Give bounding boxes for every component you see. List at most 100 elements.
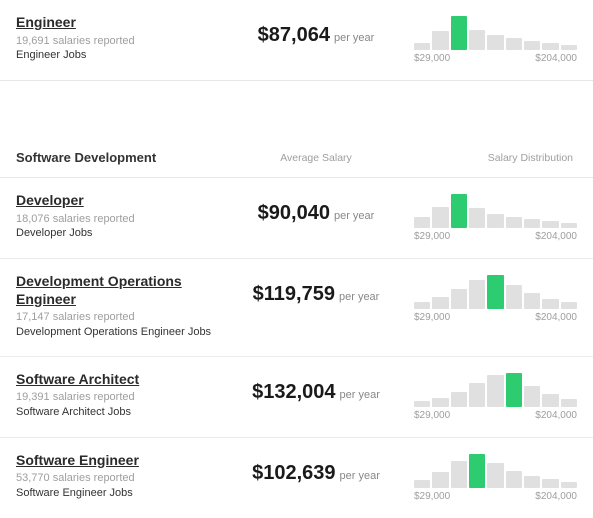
job-title-link[interactable]: Engineer [16,14,76,32]
section-header: Software Development Average Salary Sala… [0,140,593,177]
distribution-bar [506,471,522,487]
dist-max-label: $204,000 [535,53,577,64]
column-header-average: Average Salary [226,152,406,164]
distribution-bar [451,392,467,407]
distribution-bar [561,302,577,309]
section-title: Software Development [16,150,226,165]
distribution-bar [414,401,430,406]
salary-row: Software Architect 19,391 salaries repor… [0,356,593,437]
distribution-bar [487,275,503,309]
distribution-labels: $29,000 $204,000 [414,410,577,421]
salary-row: Developer 18,076 salaries reported Devel… [0,177,593,258]
job-listings-link[interactable]: Software Architect Jobs [16,405,218,420]
job-title-link[interactable]: Software Architect [16,371,139,389]
salary-column: $87,064 per year [226,14,406,47]
dist-min-label: $29,000 [414,312,450,323]
distribution-bar [542,479,558,488]
distribution-chart [414,275,577,309]
salary-column: $90,040 per year [226,192,406,225]
distribution-labels: $29,000 $204,000 [414,491,577,502]
distribution-bar [542,221,558,228]
job-column: Software Engineer 53,770 salaries report… [16,452,226,501]
distribution-bar [432,398,448,407]
salary-listing: Engineer 19,691 salaries reported Engine… [0,0,593,518]
distribution-bar [524,386,540,407]
distribution-bar [487,214,503,228]
distribution-bar [414,480,430,488]
distribution-bar [414,43,430,50]
salary-period: per year [339,291,379,303]
salary-row: Engineer 19,691 salaries reported Engine… [0,0,593,80]
distribution-bar [561,45,577,50]
salary-row: Software Engineer 53,770 salaries report… [0,437,593,518]
salary-row: Development Operations Engineer 17,147 s… [0,258,593,356]
distribution-bar [487,375,503,407]
distribution-bar [469,383,485,407]
distribution-bar [469,30,485,50]
distribution-bar [432,207,448,228]
dist-min-label: $29,000 [414,410,450,421]
salary-period: per year [340,470,380,482]
distribution-bar [432,297,448,309]
distribution-bar [524,476,540,488]
distribution-bar [524,41,540,50]
distribution-column: $29,000 $204,000 [406,371,577,421]
distribution-bar [524,293,540,309]
distribution-column: $29,000 $204,000 [406,452,577,502]
job-reported-count: 18,076 salaries reported [16,212,218,227]
job-listings-link[interactable]: Development Operations Engineer Jobs [16,325,218,340]
distribution-bar [432,31,448,50]
distribution-labels: $29,000 $204,000 [414,231,577,242]
salary-column: $102,639 per year [226,452,406,485]
salary-value: $90,040 [258,202,330,225]
distribution-bar [432,472,448,488]
distribution-bar [451,194,467,228]
distribution-bar [469,454,485,488]
job-column: Development Operations Engineer 17,147 s… [16,273,226,340]
salary-period: per year [334,210,374,222]
dist-max-label: $204,000 [535,491,577,502]
salary-column: $119,759 per year [226,273,406,306]
salary-value: $102,639 [252,462,335,485]
job-listings-link[interactable]: Engineer Jobs [16,48,218,63]
dist-min-label: $29,000 [414,53,450,64]
job-reported-count: 19,691 salaries reported [16,34,218,49]
distribution-labels: $29,000 $204,000 [414,53,577,64]
job-title-link[interactable]: Development Operations Engineer [16,273,218,308]
job-column: Engineer 19,691 salaries reported Engine… [16,14,226,63]
job-listings-link[interactable]: Software Engineer Jobs [16,486,218,501]
job-reported-count: 53,770 salaries reported [16,471,218,486]
distribution-bar [506,38,522,50]
dist-max-label: $204,000 [535,410,577,421]
distribution-bar [506,373,522,407]
distribution-chart [414,194,577,228]
distribution-bar [561,482,577,488]
salary-period: per year [334,32,374,44]
distribution-bar [506,217,522,228]
dist-min-label: $29,000 [414,491,450,502]
salary-value: $87,064 [258,24,330,47]
salary-value: $132,004 [252,381,335,404]
distribution-column: $29,000 $204,000 [406,14,577,64]
job-column: Developer 18,076 salaries reported Devel… [16,192,226,241]
distribution-labels: $29,000 $204,000 [414,312,577,323]
distribution-bar [487,463,503,487]
job-title-link[interactable]: Software Engineer [16,452,139,470]
job-column: Software Architect 19,391 salaries repor… [16,371,226,420]
distribution-bar [542,394,558,407]
distribution-bar [414,302,430,309]
job-listings-link[interactable]: Developer Jobs [16,226,218,241]
dist-min-label: $29,000 [414,231,450,242]
job-reported-count: 19,391 salaries reported [16,390,218,405]
distribution-column: $29,000 $204,000 [406,192,577,242]
job-reported-count: 17,147 salaries reported [16,310,218,325]
distribution-bar [506,285,522,309]
job-title-link[interactable]: Developer [16,192,84,210]
section-separator [0,80,593,140]
distribution-bar [469,208,485,228]
salary-value: $119,759 [253,283,335,306]
dist-max-label: $204,000 [535,312,577,323]
dist-max-label: $204,000 [535,231,577,242]
distribution-bar [542,43,558,50]
distribution-column: $29,000 $204,000 [406,273,577,323]
